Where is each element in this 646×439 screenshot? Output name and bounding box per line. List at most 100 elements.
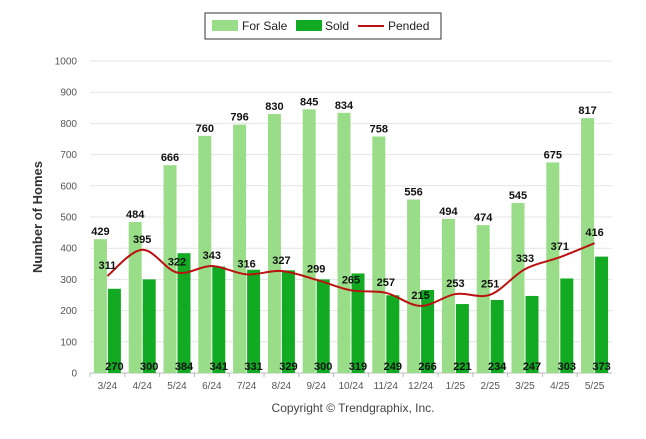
sold-bar bbox=[490, 299, 504, 373]
pended-value-label: 251 bbox=[481, 279, 499, 291]
pended-value-label: 327 bbox=[272, 255, 290, 267]
sold-value-label: 234 bbox=[488, 361, 507, 373]
for-sale-bar bbox=[267, 114, 281, 373]
sold-bar bbox=[351, 273, 365, 373]
for-sale-value-label: 545 bbox=[509, 190, 527, 202]
for-sale-bar bbox=[407, 199, 421, 373]
sold-bar bbox=[525, 295, 539, 373]
x-tick-label: 6/24 bbox=[202, 381, 222, 392]
y-tick-label: 100 bbox=[60, 337, 77, 348]
x-tick-label: 5/24 bbox=[167, 381, 187, 392]
x-tick-label: 7/24 bbox=[237, 381, 257, 392]
for-sale-value-label: 429 bbox=[91, 226, 109, 238]
sold-bar bbox=[455, 304, 469, 373]
for-sale-value-label: 830 bbox=[265, 101, 283, 113]
for-sale-bar bbox=[337, 112, 351, 374]
sold-value-label: 331 bbox=[244, 361, 262, 373]
sold-value-label: 329 bbox=[279, 361, 297, 373]
sold-value-label: 373 bbox=[592, 361, 610, 373]
pended-value-label: 265 bbox=[342, 274, 360, 286]
sold-bar bbox=[107, 288, 121, 373]
for-sale-bar bbox=[302, 109, 316, 374]
for-sale-bar bbox=[93, 239, 107, 373]
sold-value-label: 300 bbox=[140, 361, 158, 373]
legend-label-for-sale: For Sale bbox=[242, 19, 288, 33]
x-tick-label: 3/24 bbox=[98, 381, 118, 392]
sold-value-label: 319 bbox=[349, 361, 367, 373]
pended-value-label: 311 bbox=[99, 260, 117, 272]
pended-line bbox=[106, 242, 595, 307]
for-sale-value-label: 556 bbox=[404, 187, 422, 199]
pended-value-label: 371 bbox=[551, 241, 569, 253]
sold-value-label: 249 bbox=[384, 361, 402, 373]
sold-value-label: 270 bbox=[105, 361, 123, 373]
for-sale-bar bbox=[233, 124, 247, 373]
legend-frame bbox=[204, 12, 442, 40]
y-axis-title: Number of Homes bbox=[30, 161, 45, 273]
pended-value-label: 416 bbox=[585, 227, 603, 239]
for-sale-value-label: 758 bbox=[370, 124, 388, 136]
y-tick-label: 500 bbox=[60, 213, 77, 224]
for-sale-bar bbox=[511, 202, 525, 373]
legend-swatch-for-sale bbox=[212, 20, 238, 31]
pended-value-label: 395 bbox=[133, 234, 151, 246]
for-sale-value-label: 845 bbox=[300, 96, 318, 108]
sold-bar bbox=[316, 279, 330, 373]
for-sale-bar bbox=[546, 162, 560, 373]
for-sale-value-label: 760 bbox=[196, 123, 214, 135]
for-sale-value-label: 796 bbox=[230, 112, 248, 124]
legend: For Sale Sold Pended bbox=[204, 12, 442, 40]
pended-value-label: 343 bbox=[203, 250, 221, 262]
copyright-credit: Copyright © Trendgraphix, Inc. bbox=[272, 401, 435, 415]
sold-bar bbox=[386, 295, 400, 373]
for-sale-value-label: 494 bbox=[439, 206, 458, 218]
sold-bar bbox=[595, 256, 609, 373]
sold-bar bbox=[212, 266, 226, 373]
y-tick-label: 200 bbox=[60, 306, 77, 317]
y-tick-label: 0 bbox=[71, 369, 77, 380]
sold-value-label: 221 bbox=[453, 361, 471, 373]
for-sale-bar bbox=[128, 221, 142, 373]
for-sale-bar bbox=[372, 136, 386, 373]
legend-label-pended: Pended bbox=[388, 19, 429, 33]
sold-value-label: 303 bbox=[558, 361, 576, 373]
pended-value-label: 322 bbox=[168, 257, 186, 269]
sold-value-label: 300 bbox=[314, 361, 332, 373]
for-sale-value-label: 484 bbox=[126, 209, 145, 221]
pended-value-label: 253 bbox=[446, 278, 464, 290]
plot-area: 0 100 200 300 400 500 600 700 800 900 1000 3/24 4/24… bbox=[55, 57, 612, 392]
sold-bar bbox=[142, 279, 156, 373]
for-sale-bar bbox=[198, 135, 212, 373]
sold-bar bbox=[421, 290, 435, 373]
x-tick-label: 3/25 bbox=[515, 381, 535, 392]
pended-value-label: 257 bbox=[377, 277, 395, 289]
for-sale-value-label: 817 bbox=[578, 105, 596, 117]
y-tick-label: 400 bbox=[60, 244, 77, 255]
x-tick-label: 2/25 bbox=[480, 381, 500, 392]
pended-value-label: 299 bbox=[307, 264, 325, 276]
y-tick-label: 900 bbox=[60, 88, 77, 99]
sold-value-label: 247 bbox=[523, 361, 541, 373]
sold-bar bbox=[177, 253, 191, 373]
x-tick-label: 4/24 bbox=[132, 381, 152, 392]
for-sale-value-label: 834 bbox=[335, 100, 354, 112]
pended-value-label: 316 bbox=[237, 258, 255, 270]
legend-swatch-sold bbox=[296, 20, 322, 31]
for-sale-value-label: 666 bbox=[161, 152, 179, 164]
sold-value-label: 384 bbox=[175, 361, 194, 373]
for-sale-bar bbox=[476, 225, 490, 373]
y-tick-label: 600 bbox=[60, 181, 77, 192]
pended-value-label: 215 bbox=[411, 290, 429, 302]
pended-value-label: 333 bbox=[516, 253, 534, 265]
sold-bar bbox=[560, 278, 574, 373]
sold-value-label: 266 bbox=[418, 361, 436, 373]
y-tick-label: 1000 bbox=[55, 57, 78, 68]
y-tick-label: 700 bbox=[60, 150, 77, 161]
legend-label-sold: Sold bbox=[325, 19, 349, 33]
x-tick-label: 9/24 bbox=[306, 381, 326, 392]
sold-value-label: 341 bbox=[210, 361, 228, 373]
for-sale-value-label: 474 bbox=[474, 212, 493, 224]
x-tick-label: 5/25 bbox=[585, 381, 605, 392]
y-tick-label: 800 bbox=[60, 119, 77, 130]
